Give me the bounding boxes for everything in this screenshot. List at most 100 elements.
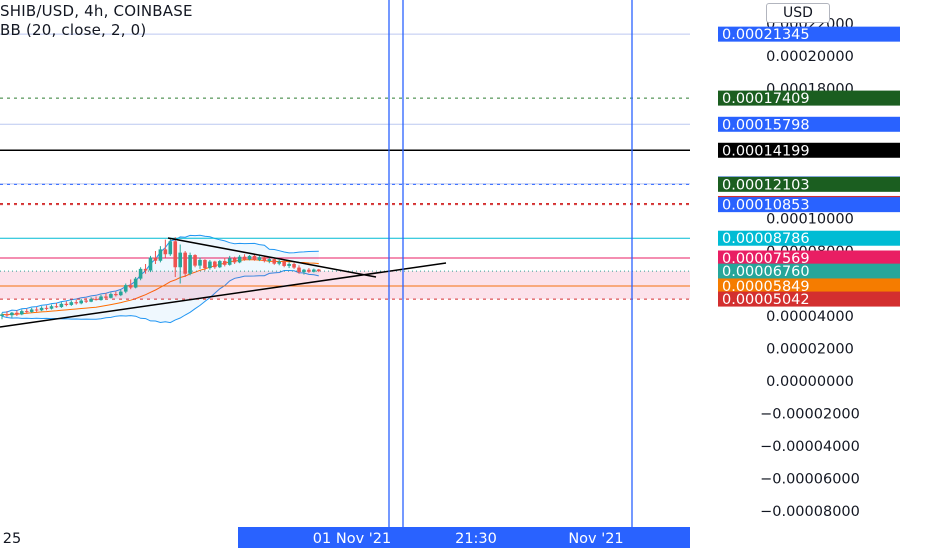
candle [49,304,54,310]
candle-body [64,303,69,305]
price-tag-value: 0.00014199 [722,143,810,159]
candle [292,262,296,269]
candle [148,255,153,273]
candle [94,296,98,301]
candle [227,255,232,266]
candle-body [123,285,128,292]
candle [133,277,138,289]
candle-body [143,268,148,271]
candle-body [153,257,158,261]
price-tag-value: 0.00008786 [722,231,810,247]
candle-body [109,294,113,298]
symbol-title[interactable]: SHIB/USD, 4h, COINBASE [0,2,193,20]
candle-body [237,256,242,263]
candle-body [312,269,316,272]
price-tag-bg [718,197,900,213]
candle-body [104,296,108,298]
candle-body [277,261,281,264]
candle-body [119,291,123,296]
price-tag: 0.00005042 [718,291,900,308]
currency-button[interactable]: USD [766,3,830,23]
candle [119,290,123,297]
price-tag-bg [718,90,900,106]
candle [203,259,207,271]
x-tick-label: 25 [3,531,21,547]
candle-body [302,269,306,273]
price-tag-value: 0.00012103 [722,177,810,193]
y-tick-label: −0.00006000 [760,472,860,488]
x-tick-label: 01 Nov '21 [313,531,391,547]
price-tag-bg [718,26,900,42]
candle-body [15,312,19,315]
candle [15,310,19,316]
candle-body [5,314,9,316]
indicator-title[interactable]: BB (20, close, 2, 0) [0,21,147,39]
candle [267,257,272,264]
price-tag-value: 0.00010853 [722,198,810,214]
candle [114,291,118,297]
candle [168,238,173,256]
price-tag: 0.00007569 [718,250,900,267]
candle [143,264,148,274]
candle-body [297,267,301,273]
candle-body [49,306,54,309]
time-axis[interactable]: 25 01 Nov '21 21:30 Nov '21 [3,527,690,548]
candle-body [44,307,49,309]
price-tag: 0.00021345 [718,26,900,43]
candle [297,265,301,274]
price-tag-value: 0.00005042 [722,292,810,308]
candle [64,301,69,307]
y-tick-label: 0.00004000 [766,309,854,325]
x-tick-label: 21:30 [455,531,497,547]
candle [232,256,237,264]
candle [0,312,4,320]
candle-body [208,261,212,269]
candle-body [262,257,267,262]
candle [312,268,316,273]
candle-body [198,259,202,266]
candle [302,268,306,275]
candle [99,294,103,301]
price-tag-value: 0.00006760 [722,264,810,280]
candle [252,254,257,261]
candle-body [138,268,143,279]
price-tag-bg [718,116,900,132]
candle [262,256,267,263]
price-tag: 0.00008786 [718,230,900,247]
candle [178,244,182,284]
x-tick-label: Nov '21 [568,531,623,547]
candle [79,298,83,305]
candle [158,246,163,263]
candle-body [173,241,178,268]
candle [59,302,64,308]
candle-body [218,261,222,268]
candle-body [168,241,173,255]
candle [208,259,212,270]
candle [277,259,281,266]
candle [188,252,192,276]
candle [247,255,252,261]
price-tag-value: 0.00005849 [722,279,810,295]
candle [29,307,34,313]
candle [287,262,291,269]
rising-trend-line [0,262,447,328]
candle [10,311,14,318]
candle-body [74,302,79,304]
candle-body [232,258,237,263]
candle-body [29,309,34,312]
candle-body [292,264,296,268]
candle-body [94,298,98,301]
candle-body [178,252,182,268]
candle-body [193,255,197,266]
price-tag-bg [718,142,900,158]
candle [69,300,74,306]
vertical-lines [388,0,633,527]
candle-body [79,300,83,304]
candle-body [20,311,24,315]
y-tick-label: −0.00002000 [760,407,860,423]
candle-body [287,264,291,266]
candle [84,298,88,303]
chart-legend: SHIB/USD, 4h, COINBASE BB (20, close, 2,… [0,2,193,40]
y-tick-label: 0.00010000 [766,212,854,228]
